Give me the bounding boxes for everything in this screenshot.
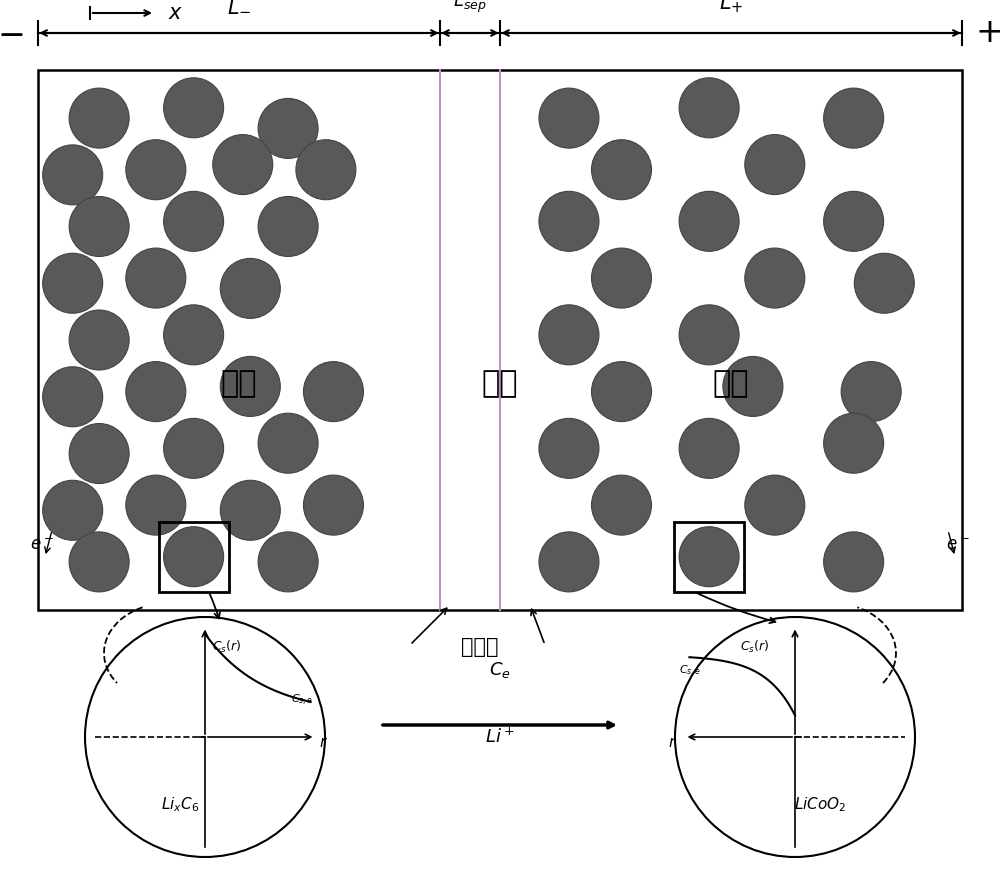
Circle shape: [258, 99, 318, 158]
Text: $C_s(r)$: $C_s(r)$: [740, 639, 769, 654]
Circle shape: [679, 78, 739, 137]
Circle shape: [675, 617, 915, 857]
Text: $r$: $r$: [668, 735, 677, 750]
Text: 正极: 正极: [713, 368, 749, 398]
Circle shape: [126, 140, 186, 200]
Circle shape: [164, 527, 224, 587]
Circle shape: [69, 424, 129, 484]
Circle shape: [69, 88, 129, 148]
Circle shape: [745, 248, 805, 308]
Circle shape: [723, 356, 783, 416]
Circle shape: [126, 248, 186, 308]
Text: $e^-$: $e^-$: [30, 536, 54, 554]
Circle shape: [213, 135, 273, 194]
Circle shape: [591, 140, 651, 200]
Text: $Li^+$: $Li^+$: [485, 727, 515, 746]
Circle shape: [539, 418, 599, 479]
Circle shape: [69, 532, 129, 592]
Text: $-$: $-$: [0, 17, 23, 50]
Circle shape: [591, 361, 651, 422]
Bar: [38, 70, 962, 610]
Circle shape: [591, 248, 651, 308]
Text: 负极: 负极: [221, 368, 257, 398]
Circle shape: [854, 253, 914, 313]
Circle shape: [164, 304, 224, 365]
Text: $Li_xC_6$: $Li_xC_6$: [161, 795, 199, 814]
Circle shape: [824, 88, 884, 148]
Circle shape: [126, 361, 186, 422]
Circle shape: [824, 532, 884, 592]
Text: $L_{-}$: $L_{-}$: [227, 0, 251, 15]
Circle shape: [679, 192, 739, 251]
Circle shape: [745, 135, 805, 194]
Circle shape: [679, 527, 739, 587]
Text: $x$: $x$: [168, 3, 183, 23]
Text: $r$: $r$: [319, 735, 328, 750]
Circle shape: [258, 532, 318, 592]
Circle shape: [164, 78, 224, 137]
Circle shape: [220, 258, 280, 318]
Circle shape: [220, 356, 280, 416]
Circle shape: [591, 475, 651, 536]
Circle shape: [43, 145, 103, 205]
Circle shape: [539, 532, 599, 592]
Circle shape: [164, 418, 224, 479]
Circle shape: [824, 413, 884, 473]
Text: 隔膜: 隔膜: [482, 368, 518, 398]
Bar: [159, 522, 229, 592]
Text: 电解液: 电解液: [461, 637, 499, 657]
Circle shape: [841, 361, 901, 422]
Text: $L_{+}$: $L_{+}$: [719, 0, 743, 15]
Circle shape: [824, 192, 884, 251]
Circle shape: [220, 480, 280, 540]
Circle shape: [679, 304, 739, 365]
Circle shape: [258, 413, 318, 473]
Circle shape: [539, 304, 599, 365]
Text: $LiCoO_2$: $LiCoO_2$: [794, 795, 846, 814]
Text: $C_e$: $C_e$: [489, 660, 511, 680]
Text: $C_s(r)$: $C_s(r)$: [212, 639, 241, 654]
Circle shape: [303, 361, 363, 422]
Circle shape: [679, 418, 739, 479]
Circle shape: [296, 140, 356, 200]
Text: $C_{s,e}$: $C_{s,e}$: [291, 693, 314, 708]
Text: $+$: $+$: [975, 17, 1000, 50]
Circle shape: [164, 192, 224, 251]
Circle shape: [126, 475, 186, 536]
Text: $e^-$: $e^-$: [946, 536, 970, 554]
Circle shape: [69, 310, 129, 370]
Bar: [674, 522, 744, 592]
Circle shape: [43, 253, 103, 313]
Circle shape: [43, 480, 103, 540]
Circle shape: [69, 197, 129, 256]
Circle shape: [85, 617, 325, 857]
Circle shape: [43, 367, 103, 427]
Text: $L_{sep}$: $L_{sep}$: [453, 0, 487, 15]
Circle shape: [745, 475, 805, 536]
Circle shape: [258, 197, 318, 256]
Circle shape: [303, 475, 363, 536]
Circle shape: [539, 192, 599, 251]
Circle shape: [539, 88, 599, 148]
Text: $C_{s,e}$: $C_{s,e}$: [679, 664, 701, 679]
